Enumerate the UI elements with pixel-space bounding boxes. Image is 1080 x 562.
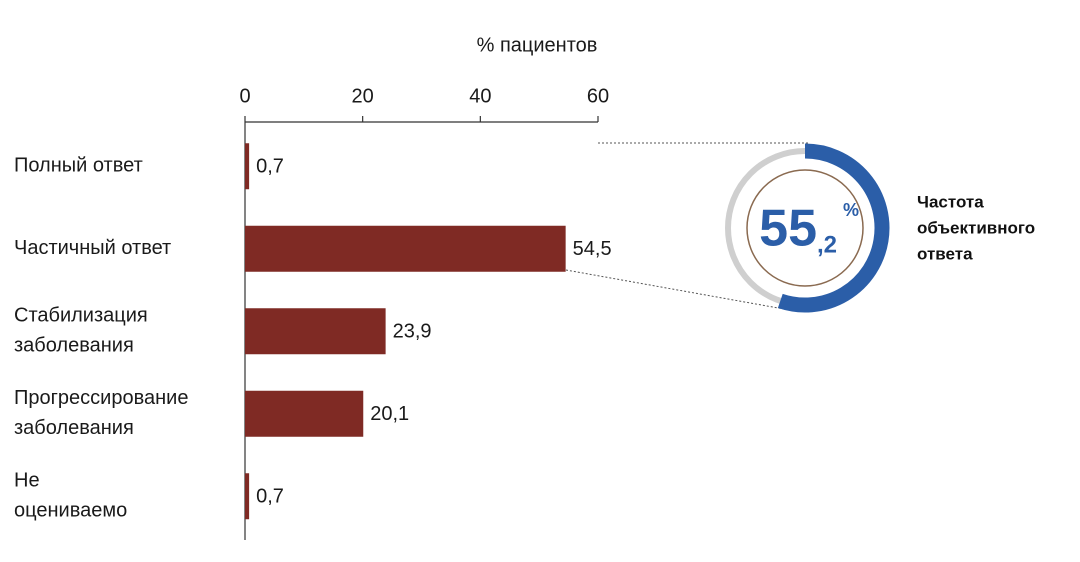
category-label: Не оцениваемо <box>14 470 127 522</box>
category-label: Прогрессирование заболевания <box>14 387 188 439</box>
x-tick-label: 0 <box>239 85 250 107</box>
category-line: Не <box>14 470 40 492</box>
category-line: оцениваемо <box>14 500 127 522</box>
value-label: 20,1 <box>370 403 409 425</box>
x-tick-label: 40 <box>469 85 491 107</box>
donut-value: 55 <box>759 200 817 258</box>
category-line: заболевания <box>14 417 134 439</box>
category-line: заболевания <box>14 335 134 357</box>
donut-caption: ответа <box>917 244 973 263</box>
category-label: Полный ответ <box>14 155 143 177</box>
donut-value-decimal: ,2 <box>817 231 837 258</box>
donut-value-unit: % <box>843 200 859 220</box>
category-line: Частичный ответ <box>14 237 171 259</box>
category-line: Стабилизация <box>14 305 148 327</box>
bar <box>245 225 566 272</box>
category-line: Полный ответ <box>14 155 143 177</box>
connector <box>565 269 796 312</box>
donut-caption: Частота <box>917 192 984 211</box>
bar <box>245 143 250 190</box>
value-label: 23,9 <box>393 321 432 343</box>
bar <box>245 390 364 437</box>
category-label: Частичный ответ <box>14 237 171 259</box>
bar <box>245 308 386 355</box>
axis-title: % пациентов <box>477 34 598 56</box>
x-tick-label: 20 <box>352 85 374 107</box>
value-label: 0,7 <box>256 156 284 178</box>
category-label: Стабилизация заболевания <box>14 305 148 357</box>
donut-inner <box>746 169 864 287</box>
bar <box>245 473 250 520</box>
value-label: 0,7 <box>256 486 284 508</box>
value-label: 54,5 <box>573 238 612 260</box>
donut-arc <box>777 143 890 313</box>
donut-caption: объективного <box>917 218 1035 237</box>
x-tick-label: 60 <box>587 85 609 107</box>
category-line: Прогрессирование <box>14 387 188 409</box>
